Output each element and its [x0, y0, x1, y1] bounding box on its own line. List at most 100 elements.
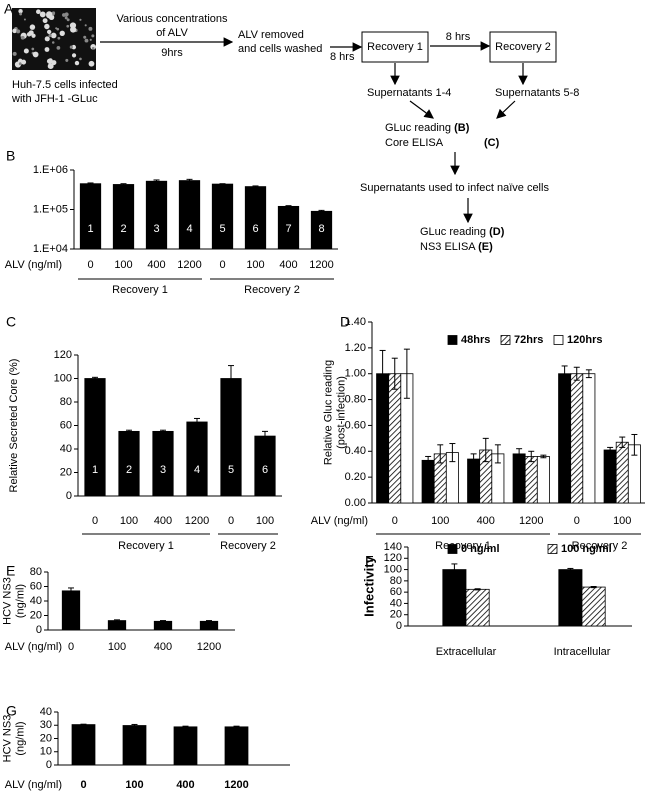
x-tick-label: 400: [176, 779, 194, 791]
legend-swatch: [447, 544, 458, 554]
step-text: of ALV: [156, 27, 188, 39]
bar: [570, 373, 584, 504]
x-tick-label: 100: [120, 515, 138, 527]
bar: [388, 373, 402, 504]
error-bar: [262, 430, 268, 442]
error-bar: [425, 455, 432, 465]
error-bar: [403, 348, 410, 399]
cell: [29, 24, 36, 30]
cell: [57, 36, 61, 40]
x-tick-label: 1200: [185, 515, 209, 527]
error-bar: [252, 185, 259, 188]
bar-label: 3: [160, 464, 166, 476]
y-tick-label: 1.E+05: [33, 203, 68, 215]
cell: [46, 29, 52, 35]
y-tick-label: 0: [46, 759, 52, 771]
x-tick-label: 1200: [519, 515, 543, 527]
panel-ref: (B): [454, 122, 470, 134]
error-bar: [474, 588, 481, 591]
step-text: Core ELISA (C): [385, 137, 500, 149]
cell: [55, 27, 58, 30]
x-tick-label: 100: [114, 259, 132, 271]
group-label: Recovery 2: [220, 540, 276, 552]
cell: [23, 48, 29, 54]
y-tick-label: 80: [60, 396, 72, 408]
y-axis-title: (ng/ml): [14, 721, 26, 755]
y-tick-label: 0.80: [345, 393, 366, 405]
step-text: Core ELISA: [385, 137, 444, 149]
error-bar: [68, 587, 74, 595]
x-tick-label: 400: [147, 259, 165, 271]
legend-swatch: [500, 335, 511, 345]
x-tick-label: 0: [80, 779, 86, 791]
bar: [581, 586, 606, 627]
cell: [12, 28, 17, 34]
error-bar: [567, 567, 574, 572]
cell: [42, 18, 48, 24]
cell: [18, 62, 22, 66]
y-tick-label: 40: [40, 706, 52, 718]
y-axis-title: Infectivity: [361, 555, 376, 616]
cell: [65, 58, 69, 62]
cell: [79, 57, 82, 61]
error-bar: [160, 429, 166, 434]
step-text: GLuc reading (D): [420, 226, 505, 238]
cell: [79, 18, 82, 21]
error-bar: [451, 563, 458, 576]
y-tick-label: 0: [36, 624, 42, 636]
y-tick-label: 1.40: [345, 316, 366, 328]
panel-label: A: [4, 1, 14, 17]
error-bar: [631, 433, 638, 456]
y-tick-label: 80: [30, 566, 42, 578]
y-axis-title: HCV NS3: [1, 715, 13, 763]
x-tick-label: 0: [92, 515, 98, 527]
protocol-diagram: A Huh-7.5 cells infected with JFH-1 -GLu…: [4, 1, 579, 253]
group-label: Recovery 2: [572, 540, 628, 552]
cell: [91, 34, 95, 38]
step-text: GLuc reading: [385, 122, 451, 134]
cell: [62, 13, 66, 17]
error-bar: [233, 725, 240, 729]
bar: [467, 458, 481, 504]
step-text: NS3 ELISA: [420, 241, 476, 253]
panel-ref: (C): [484, 137, 500, 149]
y-tick-label: 20: [40, 732, 52, 744]
cell: [91, 46, 95, 50]
cell: [51, 41, 55, 44]
y-tick-label: 0.20: [345, 471, 366, 483]
cell: [20, 35, 25, 40]
cell: [74, 60, 80, 66]
x-tick-label: 0: [219, 259, 225, 271]
error-bar: [573, 366, 580, 381]
error-bar: [528, 450, 535, 463]
x-tick-label: 100: [431, 515, 449, 527]
step-text: and cells washed: [238, 43, 322, 55]
bar: [178, 180, 201, 250]
caption: with JFH-1 -GLuc: [11, 93, 98, 105]
step-text: Supernatants 5-8: [495, 87, 579, 99]
x-tick-label: 400: [279, 259, 297, 271]
x-tick-label: 100: [613, 515, 631, 527]
group-label: Recovery 2: [244, 284, 300, 296]
error-bar: [561, 365, 568, 382]
y-tick-label: 1.20: [345, 342, 366, 354]
y-tick-label: 40: [60, 443, 72, 455]
bar: [199, 620, 219, 631]
arrow: [496, 100, 516, 119]
y-tick-label: 100: [54, 372, 72, 384]
bar: [71, 724, 96, 766]
bar-label: 3: [153, 223, 159, 235]
cell: [21, 59, 27, 65]
bar: [122, 725, 147, 766]
error-bar: [379, 349, 386, 398]
x-tick-label: 1200: [309, 259, 333, 271]
y-axis-title: Relative Gluc reading: [322, 360, 334, 465]
cell-image: [12, 8, 97, 70]
y-tick-label: 80: [390, 575, 402, 587]
cell: [56, 45, 61, 50]
bar: [61, 590, 81, 631]
cell: [71, 44, 77, 50]
y-tick-label: 120: [384, 552, 402, 564]
panel-label: E: [6, 563, 15, 579]
